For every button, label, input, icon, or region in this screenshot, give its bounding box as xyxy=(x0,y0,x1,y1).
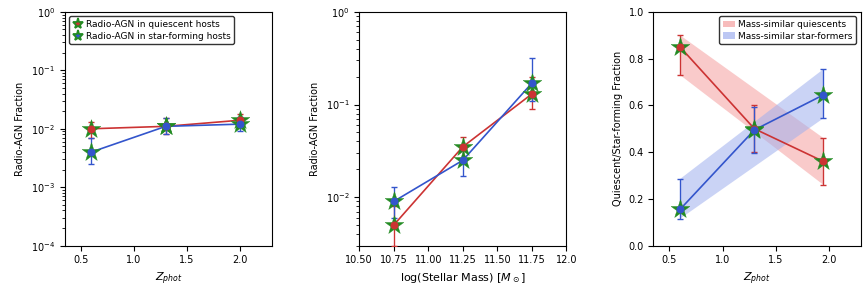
Point xyxy=(673,45,687,49)
Point xyxy=(817,159,830,164)
Point xyxy=(159,124,173,129)
Point xyxy=(456,158,470,163)
Point xyxy=(456,144,470,149)
Point xyxy=(817,92,830,97)
Point xyxy=(234,122,247,126)
Point xyxy=(525,91,539,96)
Y-axis label: Radio-AGN Fraction: Radio-AGN Fraction xyxy=(310,82,320,176)
Point xyxy=(673,207,687,212)
Point xyxy=(159,124,173,129)
Point xyxy=(817,159,830,164)
Point xyxy=(159,124,173,129)
Point xyxy=(747,126,761,131)
Point xyxy=(525,91,539,96)
Point xyxy=(85,126,99,131)
X-axis label: $Z_{phot}$: $Z_{phot}$ xyxy=(155,271,183,287)
Polygon shape xyxy=(680,35,823,185)
Y-axis label: Quiescent/Star-forming Fraction: Quiescent/Star-forming Fraction xyxy=(612,51,623,206)
Point xyxy=(387,199,400,204)
Point xyxy=(817,92,830,97)
Point xyxy=(159,124,173,129)
Legend: Mass-similar quiescents, Mass-similar star-formers: Mass-similar quiescents, Mass-similar st… xyxy=(719,16,856,44)
Polygon shape xyxy=(680,69,823,219)
Legend: Radio-AGN in quiescent hosts, Radio-AGN in star-forming hosts: Radio-AGN in quiescent hosts, Radio-AGN … xyxy=(69,16,234,44)
X-axis label: log(Stellar Mass) [$M_\odot$]: log(Stellar Mass) [$M_\odot$] xyxy=(400,271,526,285)
Point xyxy=(85,150,99,155)
Point xyxy=(85,126,99,131)
Y-axis label: Radio-AGN Fraction: Radio-AGN Fraction xyxy=(16,82,25,176)
Point xyxy=(673,207,687,212)
Point xyxy=(747,128,761,132)
Point xyxy=(387,199,400,204)
Point xyxy=(234,122,247,126)
Point xyxy=(387,223,400,228)
Point xyxy=(234,118,247,123)
Point xyxy=(85,150,99,155)
Point xyxy=(234,118,247,123)
Point xyxy=(525,81,539,86)
X-axis label: $Z_{phot}$: $Z_{phot}$ xyxy=(743,271,771,287)
Point xyxy=(747,128,761,132)
Point xyxy=(387,223,400,228)
Point xyxy=(456,144,470,149)
Point xyxy=(525,81,539,86)
Point xyxy=(456,158,470,163)
Point xyxy=(673,45,687,49)
Point xyxy=(747,126,761,131)
